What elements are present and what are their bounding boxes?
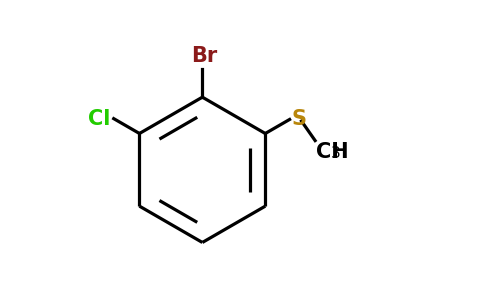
Text: 3: 3 (331, 146, 340, 161)
Text: CH: CH (317, 142, 349, 162)
Text: Br: Br (191, 46, 217, 66)
Text: S: S (291, 110, 306, 130)
Text: Cl: Cl (88, 109, 110, 129)
